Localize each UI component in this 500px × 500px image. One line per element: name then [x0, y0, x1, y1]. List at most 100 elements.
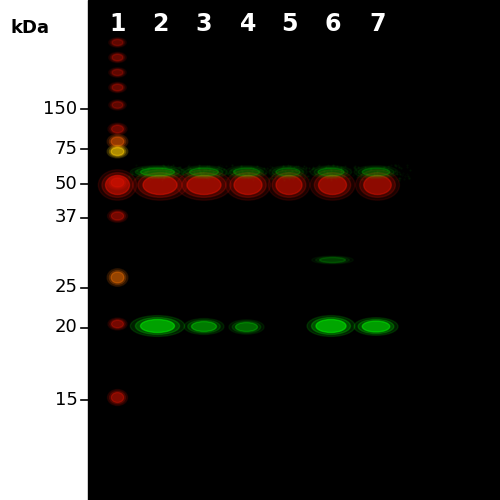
Ellipse shape: [109, 176, 126, 188]
Ellipse shape: [111, 392, 124, 402]
Ellipse shape: [230, 172, 266, 198]
Ellipse shape: [112, 125, 124, 132]
Ellipse shape: [230, 167, 264, 177]
Ellipse shape: [136, 167, 180, 177]
Ellipse shape: [272, 167, 304, 177]
Ellipse shape: [316, 320, 346, 332]
Ellipse shape: [109, 136, 126, 147]
Ellipse shape: [226, 170, 270, 200]
Ellipse shape: [110, 391, 126, 404]
Ellipse shape: [136, 318, 180, 334]
Ellipse shape: [320, 258, 345, 262]
Ellipse shape: [226, 166, 268, 178]
Ellipse shape: [356, 170, 400, 200]
Ellipse shape: [140, 168, 174, 176]
Text: 3: 3: [196, 12, 212, 36]
Ellipse shape: [268, 170, 310, 200]
Ellipse shape: [107, 176, 128, 190]
Ellipse shape: [109, 270, 126, 284]
Text: 1: 1: [110, 12, 126, 36]
Ellipse shape: [108, 100, 126, 110]
Ellipse shape: [358, 167, 394, 177]
Ellipse shape: [110, 54, 124, 62]
Text: 7: 7: [369, 12, 386, 36]
Ellipse shape: [358, 320, 394, 334]
Ellipse shape: [310, 166, 352, 178]
Ellipse shape: [112, 54, 123, 60]
Ellipse shape: [107, 134, 128, 148]
Ellipse shape: [310, 170, 355, 200]
Ellipse shape: [112, 70, 123, 75]
Ellipse shape: [108, 210, 128, 222]
Ellipse shape: [130, 316, 184, 336]
Ellipse shape: [110, 84, 124, 92]
Ellipse shape: [185, 167, 223, 177]
Ellipse shape: [112, 320, 124, 328]
Ellipse shape: [354, 318, 398, 336]
Ellipse shape: [181, 166, 227, 178]
Ellipse shape: [111, 272, 124, 283]
Ellipse shape: [276, 176, 302, 195]
Ellipse shape: [184, 318, 224, 334]
Ellipse shape: [107, 268, 128, 286]
Ellipse shape: [102, 172, 133, 198]
Ellipse shape: [232, 321, 261, 333]
Ellipse shape: [110, 101, 124, 109]
Ellipse shape: [108, 68, 126, 78]
Text: 25: 25: [54, 278, 78, 296]
Ellipse shape: [108, 390, 128, 406]
Ellipse shape: [110, 68, 124, 76]
Text: 50: 50: [55, 175, 78, 193]
Text: kDa: kDa: [10, 19, 49, 37]
Ellipse shape: [318, 176, 346, 195]
Ellipse shape: [312, 318, 350, 334]
Ellipse shape: [276, 168, 300, 176]
Ellipse shape: [316, 257, 350, 263]
Ellipse shape: [307, 316, 355, 336]
Ellipse shape: [112, 40, 123, 46]
Text: 75: 75: [54, 140, 78, 158]
Ellipse shape: [108, 52, 126, 62]
Ellipse shape: [314, 172, 350, 198]
Bar: [0, 0, 88, 500]
Ellipse shape: [111, 148, 124, 156]
Ellipse shape: [130, 166, 184, 178]
Ellipse shape: [140, 320, 174, 332]
Ellipse shape: [182, 172, 226, 198]
Ellipse shape: [190, 168, 218, 176]
Ellipse shape: [360, 172, 396, 198]
Ellipse shape: [229, 320, 264, 334]
Ellipse shape: [133, 170, 187, 200]
Ellipse shape: [110, 319, 126, 329]
Ellipse shape: [177, 170, 231, 200]
Text: 5: 5: [281, 12, 297, 36]
Ellipse shape: [98, 170, 136, 200]
Ellipse shape: [143, 176, 177, 195]
Ellipse shape: [112, 84, 123, 91]
Ellipse shape: [108, 318, 127, 330]
Ellipse shape: [192, 322, 216, 332]
Ellipse shape: [272, 172, 306, 198]
Text: 20: 20: [55, 318, 78, 336]
Ellipse shape: [108, 82, 126, 92]
Ellipse shape: [108, 123, 127, 135]
Text: 37: 37: [54, 208, 78, 226]
Ellipse shape: [111, 212, 124, 220]
Ellipse shape: [109, 146, 126, 156]
Text: 6: 6: [324, 12, 341, 36]
Ellipse shape: [111, 178, 124, 187]
Ellipse shape: [112, 102, 123, 108]
Ellipse shape: [318, 168, 344, 176]
Ellipse shape: [236, 322, 258, 332]
Ellipse shape: [362, 321, 390, 332]
Ellipse shape: [110, 124, 126, 134]
Ellipse shape: [108, 38, 126, 48]
Ellipse shape: [362, 168, 390, 176]
Ellipse shape: [188, 320, 220, 333]
Text: 150: 150: [44, 100, 78, 118]
Ellipse shape: [364, 176, 391, 195]
Ellipse shape: [234, 168, 260, 176]
Ellipse shape: [110, 38, 124, 46]
Bar: [88, 0, 500, 500]
Text: 4: 4: [240, 12, 256, 36]
